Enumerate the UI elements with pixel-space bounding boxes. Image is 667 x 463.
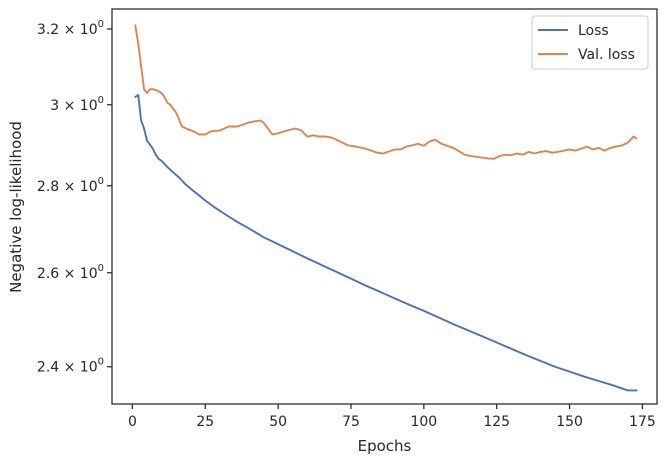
y-tick-label: 2.4 × 100 xyxy=(37,357,104,376)
x-tick-label: 50 xyxy=(269,414,287,430)
y-tick-label: 2.6 × 100 xyxy=(37,263,104,282)
y-axis-title: Negative log-likelihood xyxy=(7,121,25,293)
legend-label-loss: Loss xyxy=(578,23,609,39)
x-tick-label: 100 xyxy=(410,414,437,430)
x-tick-label: 175 xyxy=(629,414,656,430)
plot-area xyxy=(134,24,638,392)
legend-label-val-loss: Val. loss xyxy=(578,47,635,63)
x-tick-label: 75 xyxy=(342,414,360,430)
x-tick-label: 125 xyxy=(483,414,510,430)
y-tick-label: 3 × 100 xyxy=(50,95,104,114)
x-tick-label: 150 xyxy=(556,414,583,430)
axes-frame xyxy=(111,8,658,405)
legend: Loss Val. loss xyxy=(531,15,649,70)
y-tick-label: 3.2 × 100 xyxy=(37,19,104,38)
x-tick-label: 25 xyxy=(196,414,214,430)
series-line-loss xyxy=(134,94,638,392)
series-line-val-loss xyxy=(134,24,638,160)
x-axis-ticks: 0 25 50 75 100 125 150 175 xyxy=(128,404,656,430)
y-tick-label: 2.8 × 100 xyxy=(37,176,104,195)
x-axis-title: Epochs xyxy=(358,437,412,455)
y-axis-ticks: 2.4 × 100 2.6 × 100 2.8 × 100 3 × 100 3.2 × … xyxy=(37,19,112,376)
x-tick-label: 0 xyxy=(128,414,137,430)
